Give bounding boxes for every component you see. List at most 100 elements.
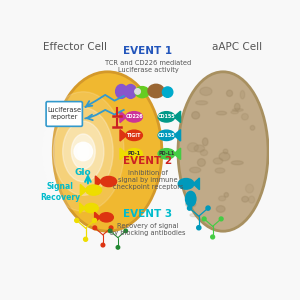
Text: Recovery of signal
by blocking antibodies: Recovery of signal by blocking antibodie… bbox=[110, 223, 186, 236]
Text: Effector Cell: Effector Cell bbox=[43, 42, 107, 52]
Ellipse shape bbox=[178, 178, 194, 189]
Ellipse shape bbox=[158, 130, 175, 140]
Polygon shape bbox=[80, 184, 87, 196]
Text: CD155: CD155 bbox=[158, 133, 175, 138]
Ellipse shape bbox=[216, 111, 226, 115]
Polygon shape bbox=[120, 148, 127, 160]
Ellipse shape bbox=[86, 185, 101, 195]
Polygon shape bbox=[174, 111, 181, 123]
Ellipse shape bbox=[219, 196, 226, 201]
Ellipse shape bbox=[188, 143, 198, 152]
Ellipse shape bbox=[125, 85, 136, 98]
Circle shape bbox=[206, 206, 210, 210]
Circle shape bbox=[197, 226, 201, 230]
Circle shape bbox=[219, 217, 223, 221]
Ellipse shape bbox=[216, 206, 225, 212]
Ellipse shape bbox=[200, 150, 208, 156]
Ellipse shape bbox=[194, 145, 205, 152]
Text: PD-1: PD-1 bbox=[128, 151, 141, 156]
Circle shape bbox=[108, 229, 112, 233]
Circle shape bbox=[84, 237, 88, 241]
Ellipse shape bbox=[223, 149, 228, 154]
Ellipse shape bbox=[71, 134, 95, 169]
Ellipse shape bbox=[192, 112, 200, 119]
Text: Luciferase
reporter: Luciferase reporter bbox=[47, 107, 81, 121]
Circle shape bbox=[116, 246, 120, 249]
Ellipse shape bbox=[219, 152, 230, 161]
Circle shape bbox=[75, 218, 79, 222]
Circle shape bbox=[124, 229, 128, 233]
Ellipse shape bbox=[126, 130, 142, 140]
Ellipse shape bbox=[158, 112, 175, 122]
Ellipse shape bbox=[78, 143, 89, 160]
Circle shape bbox=[211, 235, 214, 239]
Ellipse shape bbox=[186, 201, 196, 207]
Circle shape bbox=[109, 226, 113, 230]
Circle shape bbox=[202, 217, 206, 221]
Circle shape bbox=[101, 243, 105, 247]
Ellipse shape bbox=[240, 91, 245, 99]
Polygon shape bbox=[94, 212, 100, 222]
Circle shape bbox=[135, 89, 140, 94]
Ellipse shape bbox=[135, 87, 149, 98]
Text: Glo: Glo bbox=[75, 168, 92, 177]
Ellipse shape bbox=[234, 103, 240, 110]
Polygon shape bbox=[120, 130, 127, 141]
Circle shape bbox=[188, 206, 192, 210]
Ellipse shape bbox=[126, 112, 142, 122]
Ellipse shape bbox=[242, 113, 248, 120]
Ellipse shape bbox=[53, 108, 113, 195]
Ellipse shape bbox=[202, 138, 208, 146]
Ellipse shape bbox=[53, 72, 162, 231]
Ellipse shape bbox=[178, 72, 268, 231]
Polygon shape bbox=[193, 178, 200, 190]
Ellipse shape bbox=[213, 158, 223, 164]
Ellipse shape bbox=[63, 121, 104, 182]
Ellipse shape bbox=[100, 213, 113, 222]
Text: EVENT 3: EVENT 3 bbox=[123, 209, 172, 219]
Text: CD226: CD226 bbox=[125, 114, 143, 119]
Ellipse shape bbox=[162, 87, 173, 97]
Ellipse shape bbox=[197, 159, 206, 167]
Ellipse shape bbox=[148, 84, 164, 98]
Polygon shape bbox=[174, 130, 181, 141]
Ellipse shape bbox=[185, 191, 196, 206]
Ellipse shape bbox=[196, 101, 208, 105]
Ellipse shape bbox=[101, 176, 117, 187]
Ellipse shape bbox=[245, 184, 253, 193]
Text: CD155: CD155 bbox=[158, 114, 175, 119]
Ellipse shape bbox=[231, 161, 243, 165]
Ellipse shape bbox=[232, 109, 243, 111]
Text: aAPC Cell: aAPC Cell bbox=[212, 42, 262, 52]
Circle shape bbox=[92, 218, 97, 222]
Text: Signal
Recovery: Signal Recovery bbox=[40, 182, 80, 202]
Polygon shape bbox=[120, 111, 127, 123]
Text: Inhibition of
signal by immune
checkpoint receptors: Inhibition of signal by immune checkpoin… bbox=[113, 170, 183, 190]
Ellipse shape bbox=[190, 167, 201, 173]
Ellipse shape bbox=[126, 148, 142, 159]
Polygon shape bbox=[174, 148, 181, 160]
Ellipse shape bbox=[249, 196, 255, 203]
Ellipse shape bbox=[190, 214, 197, 217]
Ellipse shape bbox=[200, 87, 212, 95]
Ellipse shape bbox=[85, 203, 98, 213]
Text: TCR and CD226 mediated
Luciferase activity: TCR and CD226 mediated Luciferase activi… bbox=[105, 60, 191, 73]
Ellipse shape bbox=[224, 193, 229, 197]
Ellipse shape bbox=[242, 196, 248, 202]
Ellipse shape bbox=[215, 168, 225, 173]
Text: TIGIT: TIGIT bbox=[127, 133, 141, 138]
FancyBboxPatch shape bbox=[46, 102, 82, 126]
Ellipse shape bbox=[250, 125, 255, 130]
Polygon shape bbox=[80, 203, 85, 213]
Ellipse shape bbox=[43, 92, 124, 211]
Ellipse shape bbox=[231, 111, 238, 114]
Text: PD-L1: PD-L1 bbox=[158, 151, 175, 156]
Text: EVENT 2: EVENT 2 bbox=[123, 156, 172, 166]
Ellipse shape bbox=[226, 90, 232, 96]
Text: EVENT 1: EVENT 1 bbox=[123, 46, 172, 56]
Circle shape bbox=[74, 142, 92, 161]
Circle shape bbox=[93, 226, 97, 230]
Ellipse shape bbox=[116, 85, 127, 98]
Polygon shape bbox=[95, 176, 102, 187]
Ellipse shape bbox=[158, 148, 175, 159]
